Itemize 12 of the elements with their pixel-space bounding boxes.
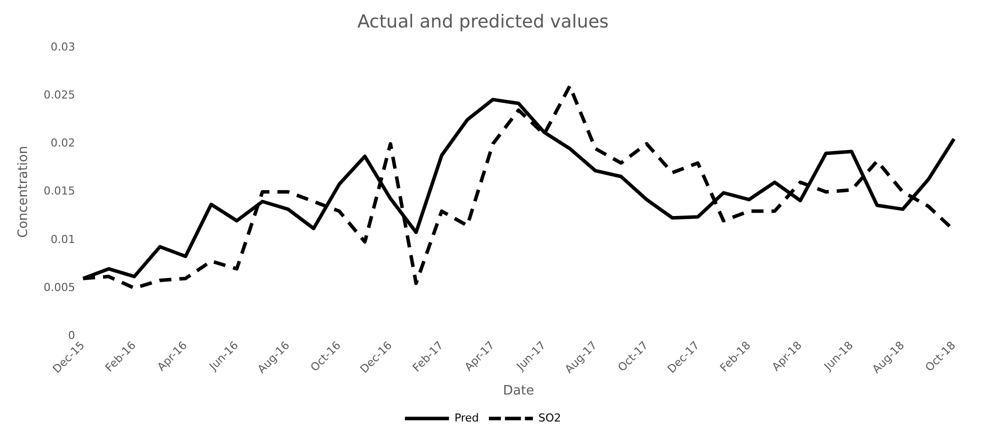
y-tick-label: 0.02 <box>50 136 76 150</box>
x-axis-title: Date <box>503 384 534 399</box>
legend-label: Pred <box>454 411 479 424</box>
y-tick-label: 0.025 <box>44 88 76 102</box>
legend-label: SO2 <box>538 411 562 424</box>
y-axis-title: Concentration <box>16 146 32 238</box>
y-tick-label: 0.005 <box>44 280 76 294</box>
y-tick-label: 0 <box>68 329 76 342</box>
y-tick-label: 0.03 <box>50 40 76 54</box>
chart-title: Actual and predicted values <box>357 11 609 32</box>
y-tick-label: 0.015 <box>44 184 76 198</box>
y-tick-label: 0.01 <box>50 232 76 246</box>
